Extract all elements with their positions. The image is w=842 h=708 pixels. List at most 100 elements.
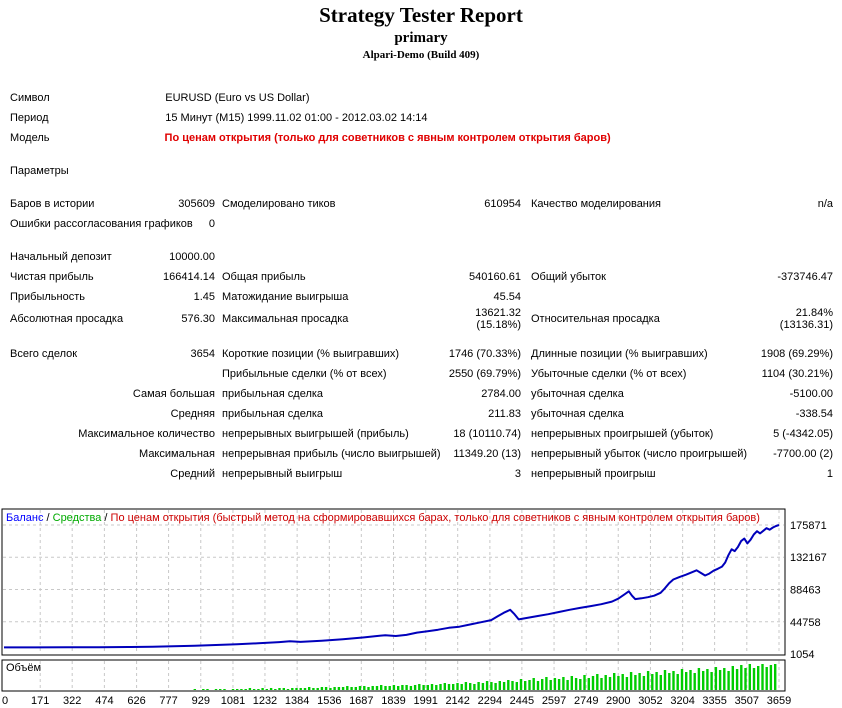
row-label: непрерывная прибыль (число выигрышей): [222, 448, 441, 460]
volume-bar: [477, 682, 480, 690]
table-cell: Символ: [10, 92, 158, 104]
volume-bar: [405, 685, 408, 690]
row-label: прибыльная сделка: [222, 408, 324, 420]
volume-bar: [494, 683, 497, 690]
volume-bar: [608, 677, 612, 690]
volume-bar: [617, 676, 620, 690]
row-value: Самая большая: [132, 388, 215, 400]
table-cell: Чистая прибыль 166414.14: [10, 271, 215, 283]
volume-bar: [418, 684, 421, 690]
table-cell: непрерывная прибыль (число выигрышей) 113…: [222, 448, 521, 460]
volume-bar: [464, 682, 468, 690]
row-label: Абсолютная просадка: [10, 313, 124, 325]
volume-bar: [481, 683, 485, 690]
row-label: Убыточные сделки (% от всех): [531, 368, 687, 380]
x-axis-label: 2597: [542, 695, 566, 707]
legend-separator: /: [43, 512, 52, 524]
volume-bar: [651, 674, 654, 690]
table-cell: Период: [10, 112, 158, 124]
volume-bar: [735, 669, 739, 690]
volume-bar: [452, 684, 455, 690]
volume-bar: [202, 689, 205, 690]
table-cell: непрерывный выигрыш 3: [222, 468, 521, 480]
volume-bar: [706, 669, 709, 690]
row-value: 11349.20 (13): [453, 448, 521, 460]
row-label: Относительная просадка: [531, 313, 660, 325]
table-cell: Смоделировано тиков 610954: [222, 198, 521, 210]
volume-bar: [528, 680, 531, 690]
row-label: По ценам открытия (только для советников…: [164, 132, 611, 144]
volume-bar: [206, 689, 209, 690]
volume-bar: [740, 665, 743, 690]
volume-bar: [409, 686, 413, 690]
table-row: Период 15 Минут (M15) 1999.11.02 01:00 - …: [0, 108, 842, 128]
table-cell: убыточная сделка -338.54: [531, 408, 833, 420]
volume-bar: [600, 678, 603, 690]
volume-bar: [507, 680, 510, 690]
x-axis-label: 3355: [702, 695, 726, 707]
legend-balance: Баланс: [6, 512, 44, 524]
volume-bar: [291, 688, 294, 690]
row-value: -7700.00 (2): [773, 448, 833, 460]
volume-bar: [502, 682, 506, 690]
volume-bar: [515, 682, 518, 690]
volume-bar: [333, 687, 336, 690]
volume-bar: [625, 677, 629, 690]
x-axis-label: 1232: [253, 695, 277, 707]
volume-bar: [629, 672, 633, 690]
volume-bar: [672, 671, 675, 690]
table-row: Модель По ценам открытия (только для сове…: [0, 128, 842, 148]
row-label: Всего сделок: [10, 348, 78, 360]
row-value: 211.83: [488, 408, 521, 420]
volume-bar: [774, 664, 777, 690]
table-cell: Самая большая: [10, 388, 215, 400]
row-label: Общая прибыль: [222, 271, 306, 283]
table-cell: непрерывный проигрыш 1: [531, 468, 833, 480]
x-axis-label: 2900: [606, 695, 630, 707]
table-cell: Максимальная просадка 13621.32 (15.18%): [222, 307, 521, 331]
row-value: 610954: [484, 198, 521, 210]
volume-bar: [456, 683, 459, 690]
volume-bar: [460, 684, 463, 690]
table-cell: Максимальная: [10, 448, 215, 460]
table-cell: EURUSD (Euro vs US Dollar): [165, 92, 613, 104]
volume-bar: [604, 675, 607, 690]
table-row: Максимальное количество непрерывных выигр…: [0, 424, 842, 444]
table-cell: Баров в истории 305609: [10, 198, 215, 210]
x-axis-label: 929: [192, 695, 210, 707]
table-row: Чистая прибыль 166414.14 Общая прибыль 5401…: [0, 267, 842, 287]
report-build: Alpari-Demo (Build 409): [362, 49, 480, 61]
row-value: -338.54: [795, 408, 833, 420]
volume-bar: [557, 679, 561, 690]
volume-bar: [490, 682, 493, 690]
volume-bar: [380, 685, 383, 690]
row-value: 45.54: [493, 291, 521, 303]
stats-table: Символ EURUSD (Euro vs US Dollar) Период 15…: [0, 88, 842, 484]
x-axis-label: 474: [95, 695, 113, 707]
volume-bar: [579, 679, 582, 690]
volume-bar: [676, 674, 679, 690]
volume-bar: [375, 686, 379, 690]
volume-bar: [748, 664, 751, 690]
volume-bar: [443, 683, 446, 690]
table-cell: Длинные позиции (% выигравших) 1908 (69.2…: [531, 348, 833, 360]
volume-bar: [303, 688, 307, 690]
table-cell: непрерывных выигрышей (прибыль) 18 (10110…: [222, 428, 521, 440]
volume-bar: [697, 668, 701, 690]
x-axis-label: 2749: [574, 695, 598, 707]
row-label: непрерывный выигрыш: [222, 468, 343, 480]
table-row: Параметры: [0, 161, 842, 181]
volume-bar: [613, 673, 616, 690]
volume-bar: [638, 673, 641, 690]
row-value: 21.84% (13136.31): [779, 307, 833, 331]
table-cell: Начальный депозит 10000.00: [10, 251, 215, 263]
table-row: Баров в истории 305609 Смоделировано тиков…: [0, 194, 842, 214]
volume-bar: [659, 675, 662, 690]
volume-bar: [430, 684, 434, 690]
table-row: Абсолютная просадка 576.30 Максимальная пр…: [0, 307, 842, 331]
table-cell: прибыльная сделка 211.83: [222, 408, 521, 420]
x-axis-label: 1839: [381, 695, 405, 707]
row-value: 1.45: [193, 291, 215, 303]
table-cell: прибыльная сделка 2784.00: [222, 388, 521, 400]
